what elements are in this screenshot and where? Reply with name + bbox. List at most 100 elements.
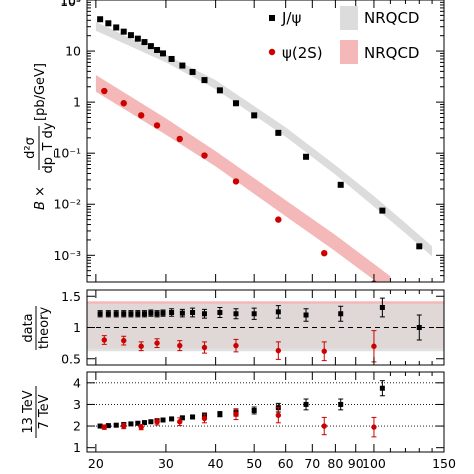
ratio-ylabel: data theory [21,306,52,350]
psi2s-ratio-point [233,411,239,417]
jpsi-ratio-point [190,310,196,315]
jpsi-ratio-point [141,420,147,426]
jpsi-ratio-point [128,311,134,317]
jpsi-point [303,153,310,160]
legend-nrqcd-jpsi-swatch [340,6,358,30]
x-tick-label: 90 [348,456,364,471]
jpsi-ratio-point [141,311,147,317]
jpsi-point [251,112,258,119]
jpsi-point [216,87,223,94]
jpsi-point [232,100,239,107]
legend-psi2s-label: ψ(2S) [282,44,323,62]
ylabel-numerator: d²σ [23,137,38,159]
jpsi-ratio-point [190,414,196,420]
jpsi-ratio-point [179,310,185,316]
ratio-ylabel-num: data [21,313,36,342]
jpsi-ratio-point [303,312,309,318]
x-tick-label: 150 [432,456,456,471]
jpsi-ratio-point [105,311,111,317]
jpsi-point [168,55,175,62]
energy-ylabel: 13 TeV 7 TeV [21,386,52,438]
jpsi-ratio-point [303,401,309,407]
y-tick-label: 10² [60,0,81,8]
jpsi-ratio-point [217,411,223,417]
jpsi-point [105,20,112,27]
jpsi-ratio-point [416,325,422,330]
psi2s-ratio-point [321,423,327,429]
x-tick-label: 100 [362,456,386,471]
jpsi-ratio-point [201,311,207,317]
psi2s-point [275,216,282,223]
cross-section-ylabel: B × d²σ dp_T dy[pb/GeV] [23,63,56,210]
jpsi-ratio-point [379,385,385,391]
psi2s-ratio-point [154,419,160,425]
x-tick-label: 40 [208,456,224,471]
jpsi-point [141,39,148,46]
ylabel-denominator: dp_T dy [41,122,56,173]
jpsi-ratio-point [135,311,141,317]
legend-psi2s-marker [268,48,276,56]
jpsi-ratio-point [338,401,344,407]
psi2s-ratio-point [101,424,107,430]
energy-ylabel-den: 7 TeV [37,394,52,429]
x-tick-label: 30 [158,456,174,471]
jpsi-point [379,207,386,214]
legend-jpsi-marker [269,15,275,21]
x-tick-label: 20 [88,456,104,471]
psi2s-ratio-point [177,419,183,425]
jpsi-ratio-point [338,311,344,317]
psi2s-ratio-point [371,424,377,430]
y-tick-label: 4 [73,375,81,390]
jpsi-ratio-point [135,420,141,426]
psi2s-point [321,249,328,257]
jpsi-ratio-point [121,311,127,317]
y-tick-label: 1 [73,440,81,455]
jpsi-point [337,181,344,188]
psi2s-ratio-point [154,340,160,346]
psi2s-ratio-point [138,343,144,349]
jpsi-point [97,16,104,23]
jpsi-ratio-point [97,423,103,429]
jpsi-point [147,43,154,50]
jpsi-ratio-point [148,419,154,425]
psi2s-ratio-point [233,342,239,349]
jpsi-point [134,35,141,42]
psi2s-ratio-point [321,348,327,354]
jpsi-ratio-point [113,422,119,428]
jpsi-ratio-point [233,311,239,317]
jpsi-ratio-point [169,416,175,422]
x-tick-label: 80 [327,456,343,471]
jpsi-point [201,77,208,84]
psi2s-ratio-point [201,344,208,351]
y-tick-label: 10⁻² [53,197,81,212]
psi2s-point [176,135,183,143]
legend-nrqcd-psi2s-swatch [340,40,358,64]
psi2s-point [201,152,208,159]
jpsi-point [275,129,282,136]
jpsi-point [154,46,161,53]
psi2s-ratio-point [121,337,127,344]
energy-ratio-plot [87,380,444,438]
nrqcd-jpsi-band [95,22,433,257]
jpsi-ratio-point [251,311,257,317]
frame-top [86,0,445,283]
jpsi-ratio-point [379,305,385,310]
cross-section-plot [95,16,433,282]
y-tick-label: 10 [65,44,81,59]
jpsi-point [416,243,423,250]
y-tick-label: 10⁻³ [53,248,81,263]
y-tick-label: 1.5 [61,289,81,304]
y-tick-label: 1 [73,320,81,335]
psi2s-ratio-point [121,423,127,429]
legend-jpsi-label: J/ψ [281,9,301,27]
jpsi-ratio-point [148,310,154,316]
psi2s-point [153,122,161,129]
psi2s-ratio-point [275,347,282,354]
jpsi-point [160,50,167,57]
jpsi-ratio-point [97,311,103,317]
jpsi-point [120,28,127,35]
jpsi-ratio-point [217,310,223,315]
psi2s-ratio-point [275,412,282,418]
y-tick-label-partial: 10³ [60,0,81,9]
